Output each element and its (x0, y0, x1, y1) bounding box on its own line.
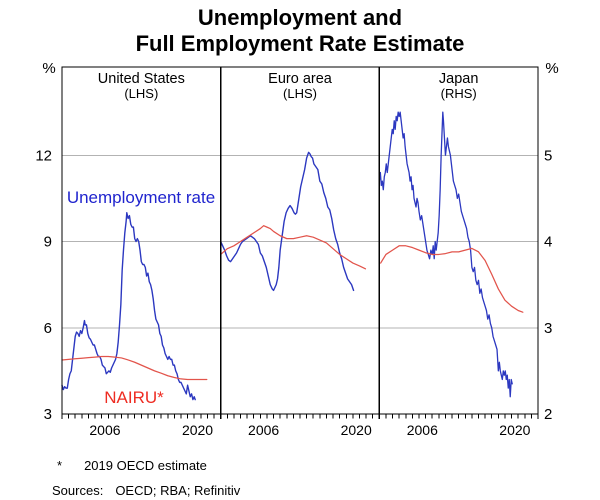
chart-title-line1: Unemployment and (197, 5, 403, 30)
plot-frame (61, 66, 539, 419)
right-axis-tick-label: 3 (544, 320, 552, 337)
chart-title-line2: Full Employment Rate Estimate (135, 31, 465, 56)
x-axis-year-label: 2020 (499, 422, 530, 438)
sources-line: Sources: OECD; RBA; Refinitiv (52, 483, 240, 498)
sources-label: Sources: (52, 483, 104, 498)
chart-title: Unemployment and Full Employment Rate Es… (0, 5, 600, 57)
left-axis-tick-label: 6 (44, 320, 52, 337)
series-line-euro-area-unemployment-rate (219, 151, 355, 292)
series-lines (61, 111, 524, 401)
series-line-japan-nairu (380, 245, 524, 313)
series-line-euro-area-nairu (220, 225, 367, 270)
x-axis-year-label: 2020 (341, 422, 372, 438)
panel-title-euro-area: Euro area (268, 71, 333, 87)
right-axis-tick-label: 2 (544, 406, 552, 423)
gridlines (62, 154, 538, 329)
left-axis-unit: % (42, 60, 55, 77)
sources-text: OECD; RBA; Refinitiv (115, 483, 241, 498)
unemployment-rate-annotation: Unemployment rate (67, 188, 215, 207)
right-axis-tick-label: 5 (544, 147, 552, 164)
panel-title-united-states: United States (98, 71, 185, 87)
footnote-marker: * (57, 458, 63, 473)
left-axis-tick-label: 12 (35, 147, 52, 164)
nairu-annotation: NAIRU* (104, 388, 164, 407)
right-axis-unit: % (545, 60, 558, 77)
series-line-united-states-unemployment-rate (61, 212, 196, 401)
panel-subtitle: (LHS) (124, 86, 158, 101)
footnote: * 2019 OECD estimate (57, 458, 207, 473)
x-axis-year-label: 2006 (248, 422, 279, 438)
left-axis-tick-label: 9 (44, 234, 52, 251)
panel-subtitle: (LHS) (283, 86, 317, 101)
panel-title-japan: Japan (439, 71, 479, 87)
series-line-united-states-nairu (61, 355, 208, 381)
series-line-japan-unemployment-rate (378, 111, 513, 398)
right-axis-tick-label: 4 (544, 234, 552, 251)
x-axis-year-label: 2020 (182, 422, 213, 438)
left-axis-tick-label: 3 (44, 406, 52, 423)
x-axis-year-label: 2006 (407, 422, 438, 438)
x-axis-year-label: 2006 (89, 422, 120, 438)
footnote-text: 2019 OECD estimate (84, 458, 207, 473)
axis-labels: 12 9 6 3 5 4 3 2 2006 2020 2006 2020 2006 2020 United … (35, 71, 552, 438)
panel-subtitle: (RHS) (441, 86, 477, 101)
